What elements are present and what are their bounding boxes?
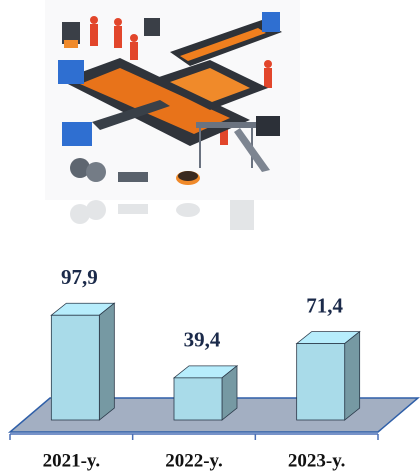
bar-side	[344, 330, 361, 421]
x-tick-label: 2023-y.	[288, 450, 346, 471]
value-label: 39,4	[184, 328, 221, 352]
x-tick-label: 2022-y.	[165, 450, 223, 471]
bar	[296, 343, 346, 421]
bar	[173, 377, 223, 421]
value-label: 97,9	[61, 265, 98, 289]
value-label: 71,4	[306, 293, 343, 317]
bar	[50, 314, 100, 421]
x-tick-label: 2021-y.	[43, 450, 101, 471]
bar-side	[98, 302, 115, 421]
illustration	[45, 0, 300, 230]
